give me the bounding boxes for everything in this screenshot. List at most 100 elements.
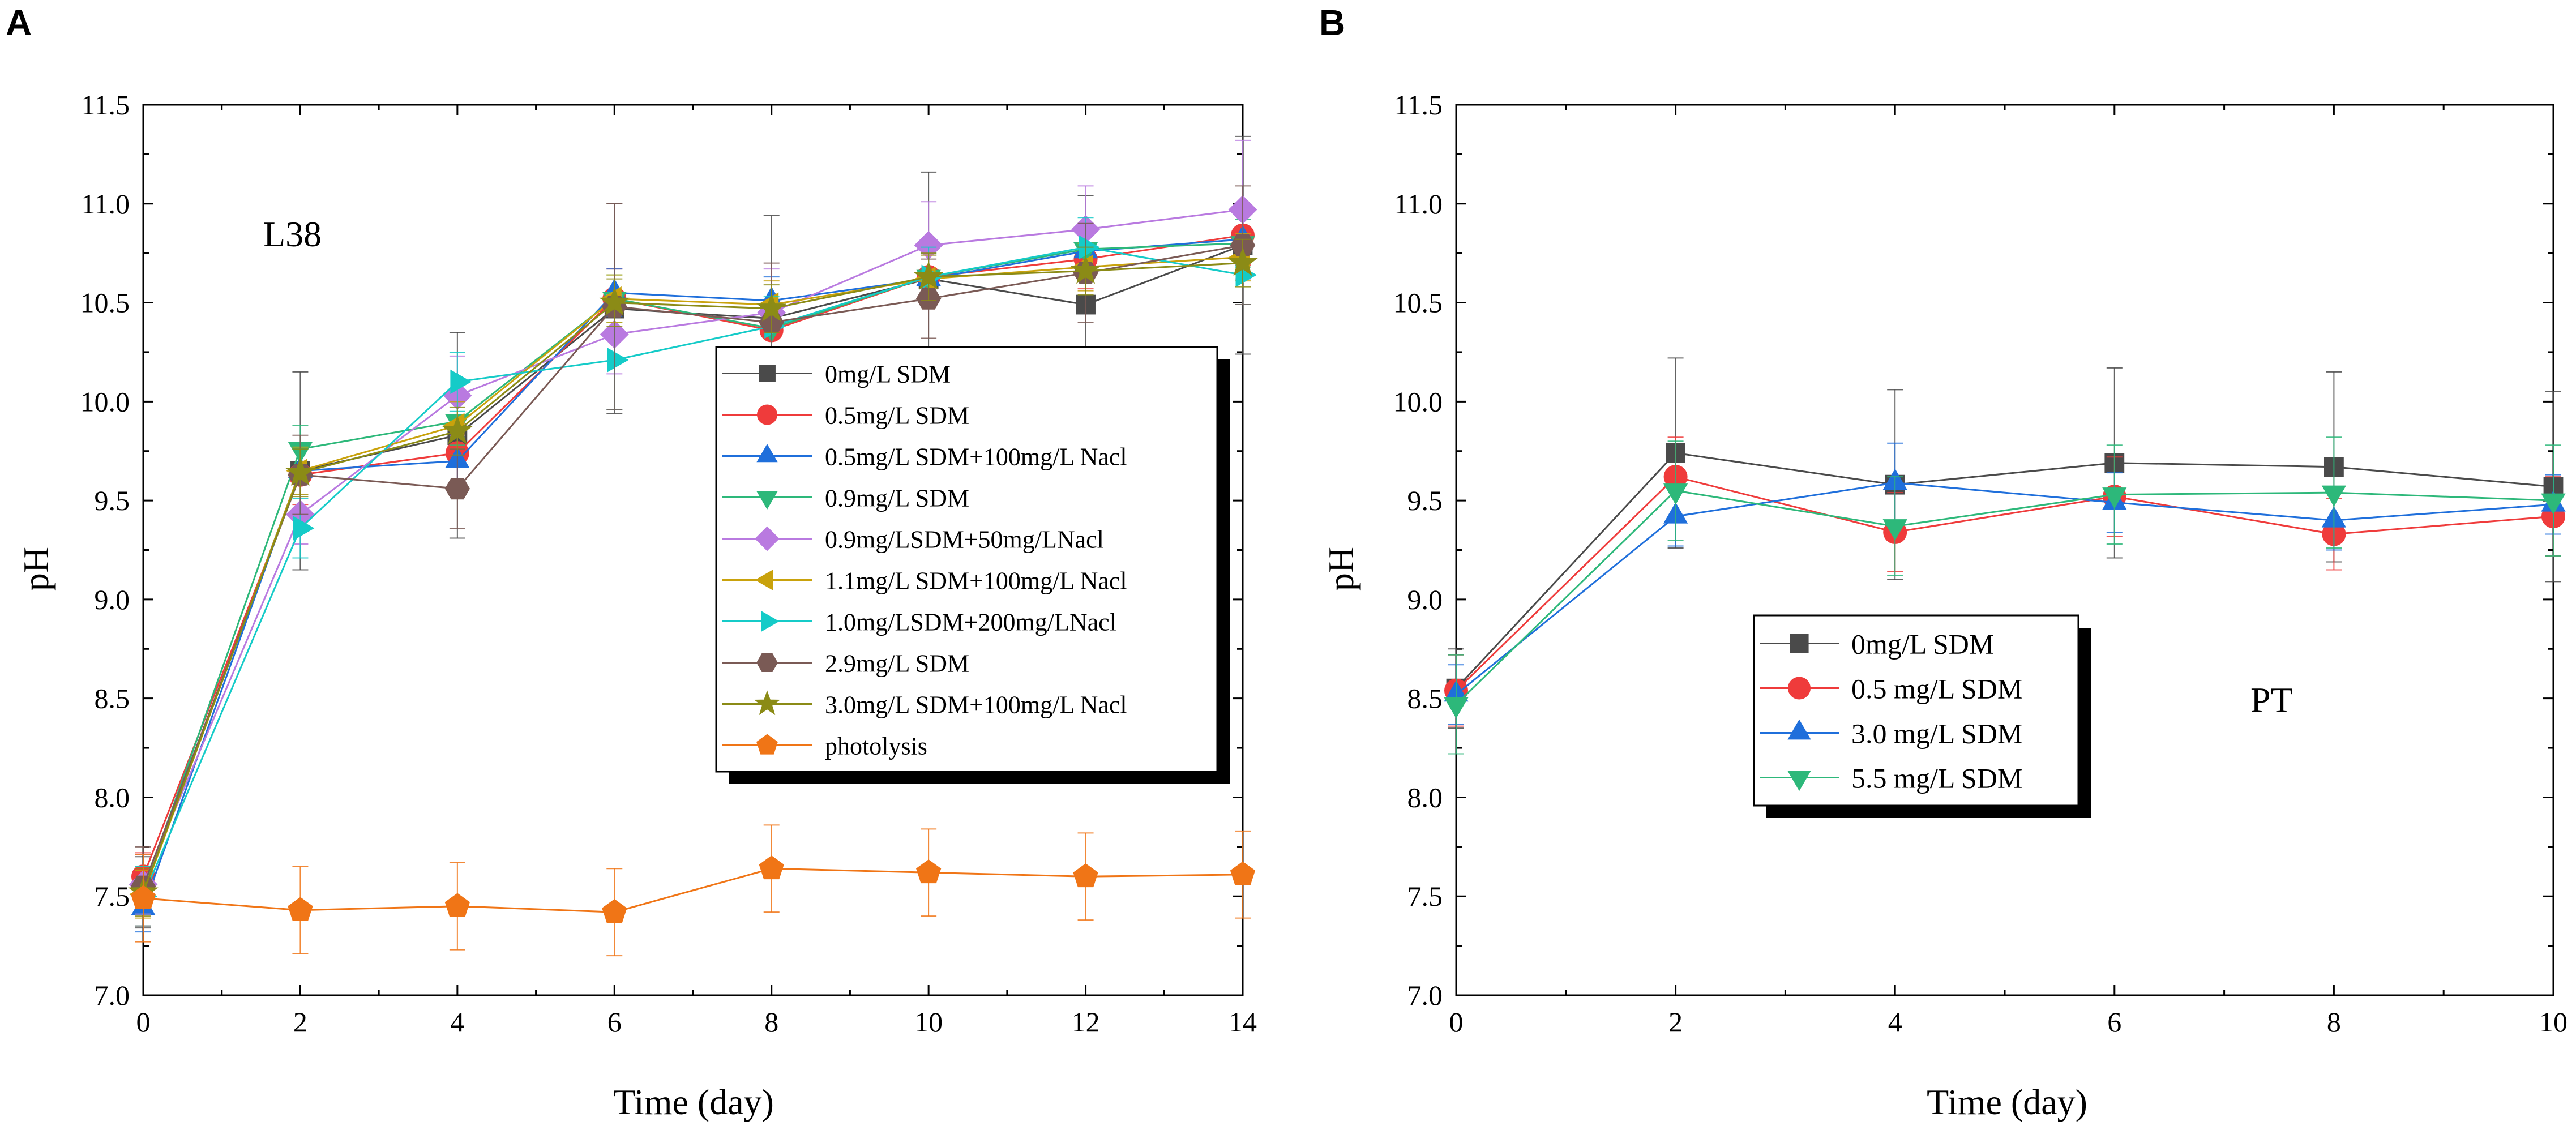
panel-a-legend-item-0-5mg-l-sdm-100mg-l-nacl-marker (756, 443, 778, 463)
panel-a-legend-item-0mg-l-sdm: 0mg/L SDM (722, 360, 951, 388)
panel-b-series-0mg-l-sdm-line (1455, 452, 2554, 690)
panel-b-series-5-5-mg-l-sdm-point (1882, 519, 1907, 541)
panel-a-legend-item-1-0mg-lsdm-200mg-lnacl-label: 1.0mg/LSDM+200mg/LNacl (825, 608, 1116, 636)
panel-a-series-photolysis-point (444, 893, 470, 917)
panel-b-series-5-5-mg-l-sdm (1444, 436, 2566, 755)
panel-a-xtick-label: 8 (764, 1006, 778, 1038)
panel-a-legend-item-0-5mg-l-sdm-100mg-l-nacl-label: 0.5mg/L SDM+100mg/L Nacl (825, 443, 1127, 470)
panel-a-legend-item-0-5mg-l-sdm-100mg-l-nacl: 0.5mg/L SDM+100mg/L Nacl (722, 443, 1127, 470)
panel-a-legend-box (715, 346, 1218, 773)
panel-a-legend-item-3-0mg-l-sdm-100mg-l-nacl-marker (754, 690, 781, 716)
panel-a-series-3-0mg-l-sdm-100mg-l-nacl-point (756, 292, 787, 322)
panel-a-ytick-label: 8.5 (95, 683, 130, 714)
panel-b-legend-item-3-0-mg-l-sdm-label: 3.0 mg/L SDM (1851, 718, 2022, 750)
panel-b-legend-item-0mg-l-sdm: 0mg/L SDM (1760, 628, 1994, 660)
panel-b-xtick-label: 8 (2327, 1006, 2341, 1038)
panel-b-xlabel: Time (day) (1927, 1082, 2087, 1122)
panel-b-legend-item-0mg-l-sdm-marker (1790, 634, 1809, 653)
panel-letter-b: B (1319, 2, 1345, 43)
panel-a-legend-item-1-1mg-l-sdm-100mg-l-nacl-marker (755, 569, 773, 591)
panel-b-legend-item-0-5-mg-l-sdm-label: 0.5 mg/L SDM (1851, 673, 2022, 705)
panel-letter-a: A (6, 2, 32, 43)
panel-b-ytick-label: 9.0 (1407, 584, 1443, 615)
panel-b-legend-item-0-5-mg-l-sdm: 0.5 mg/L SDM (1760, 673, 2022, 705)
panel-b-legend-item-5-5-mg-l-sdm-label: 5.5 mg/L SDM (1851, 763, 2022, 794)
panel-a-xtick-label: 0 (136, 1006, 151, 1038)
panel-b-legend-item-5-5-mg-l-sdm-marker (1787, 771, 1811, 791)
panel-a-series-3-0mg-l-sdm-100mg-l-nacl-point (1227, 247, 1258, 276)
panel-b-xtick-label: 2 (1668, 1006, 1683, 1038)
panel-b-legend-item-3-0-mg-l-sdm: 3.0 mg/L SDM (1760, 718, 2022, 750)
panel-a-ytick-label: 9.5 (95, 485, 130, 516)
panel-a-ytick-label: 8.0 (95, 781, 130, 813)
panel-b-ytick-label: 10.5 (1393, 287, 1443, 319)
panel-b-legend-item-0mg-l-sdm-label: 0mg/L SDM (1851, 628, 1994, 660)
panel-a-series-photolysis-point (1230, 861, 1256, 885)
panel-a-series-photolysis-point (1073, 863, 1098, 888)
panel-b-series-5-5-mg-l-sdm-point (2321, 485, 2347, 507)
panel-b-ytick-label: 9.5 (1407, 485, 1443, 516)
panel-a-ylabel: pH (16, 547, 56, 591)
panel-a-series-photolysis-line (143, 867, 1243, 913)
panel-b-series-0-5-mg-l-sdm-line (1455, 476, 2554, 691)
panel-a-series-photolysis (130, 824, 1256, 957)
panel-b-xtick-label: 0 (1449, 1006, 1464, 1038)
panel-b-ytick-label: 7.5 (1407, 880, 1443, 912)
panel-a-series-3-0mg-l-sdm-100mg-l-nacl-point (442, 415, 473, 444)
panel-a-legend-item-0-9mg-l-sdm: 0.9mg/L SDM (722, 484, 969, 512)
panel-b-legend-item-5-5-mg-l-sdm: 5.5 mg/L SDM (1760, 763, 2022, 794)
panel-b-series-5-5-mg-l-sdm-point (2102, 487, 2127, 509)
panel-b-xtick-label: 6 (2107, 1006, 2121, 1038)
panel-a-series-photolysis-point (602, 898, 627, 923)
panel-b-legend-item-3-0-mg-l-sdm-marker (1787, 719, 1811, 740)
panel-a-legend-item-0-9mg-lsdm-50mg-lnacl: 0.9mg/LSDM+50mg/LNacl (722, 525, 1104, 553)
panel-a-series-3-0mg-l-sdm-100mg-l-nacl-point (599, 286, 630, 316)
panel-a-series-photolysis-point (288, 897, 313, 921)
panel-a-series-0-9mg-lsdm-50mg-lnacl-point (914, 230, 943, 260)
panel-a-ytick-label: 10.0 (80, 386, 130, 417)
panel-a-series-3-0mg-l-sdm-100mg-l-nacl-line (142, 262, 1243, 893)
panel-b-xtick-label: 4 (1888, 1006, 1902, 1038)
panel-a-legend-item-1-1mg-l-sdm-100mg-l-nacl-label: 1.1mg/L SDM+100mg/L Nacl (825, 567, 1127, 594)
panel-a-series-0-9mg-l-sdm-line (142, 242, 1243, 891)
panel-a-legend-item-3-0mg-l-sdm-100mg-l-nacl-label: 3.0mg/L SDM+100mg/L Nacl (825, 691, 1127, 718)
panel-a-legend-item-photolysis-marker (756, 734, 778, 755)
panel-a-legend-item-0-9mg-l-sdm-marker (756, 491, 778, 510)
panel-a-xtick-label: 12 (1072, 1006, 1100, 1038)
panel-a-xlabel: Time (day) (613, 1082, 774, 1122)
panel-b-series-5-5-mg-l-sdm-point (1663, 483, 1688, 505)
panel-a-legend-item-0-9mg-l-sdm-label: 0.9mg/L SDM (825, 484, 969, 512)
panel-a-xtick-label: 6 (607, 1006, 622, 1038)
panel-b-ylabel: pH (1321, 547, 1361, 591)
panel-b-ytick-label: 7.0 (1407, 979, 1443, 1011)
panel-a-series-photolysis-point (759, 855, 784, 880)
panel-b-series-5-5-mg-l-sdm-point (1444, 697, 1469, 719)
panel-a-legend-item-0-9mg-lsdm-50mg-lnacl-marker (755, 526, 780, 551)
panel-b-xtick-label: 10 (2539, 1006, 2568, 1038)
panel-a-legend-item-0-5mg-l-sdm-marker (757, 404, 777, 425)
panel-a-series-2-9mg-l-sdm-line (142, 244, 1243, 887)
panel-a-legend-item-0-5mg-l-sdm-label: 0.5mg/L SDM (825, 401, 969, 429)
panel-a-series-0-9mg-lsdm-50mg-lnacl-line (142, 208, 1243, 885)
panel-a-legend-item-0-5mg-l-sdm: 0.5mg/L SDM (722, 401, 969, 429)
panel-b-series-5-5-mg-l-sdm-line (1455, 489, 2554, 705)
panel-a-series-2-9mg-l-sdm-point (444, 478, 470, 500)
panel-a-legend-item-1-0mg-lsdm-200mg-lnacl: 1.0mg/LSDM+200mg/LNacl (722, 608, 1116, 636)
panel-b-ytick-label: 11.5 (1394, 89, 1443, 121)
panel-a-series-3-0mg-l-sdm-100mg-l-nacl-point (1070, 255, 1101, 284)
panel-a-series-3-0mg-l-sdm-100mg-l-nacl-point (285, 457, 316, 486)
panel-a-legend-item-2-9mg-l-sdm-marker (756, 653, 778, 672)
panel-a-legend-item-photolysis-label: photolysis (825, 732, 927, 760)
panel-b-annotation: PT (2250, 680, 2293, 720)
panel-a-legend-item-2-9mg-l-sdm-label: 2.9mg/L SDM (825, 649, 969, 677)
panel-a-legend-item-2-9mg-l-sdm: 2.9mg/L SDM (722, 649, 969, 677)
panel-a-legend-item-0-9mg-lsdm-50mg-lnacl-label: 0.9mg/LSDM+50mg/LNacl (825, 525, 1104, 553)
panel-a-legend-item-3-0mg-l-sdm-100mg-l-nacl: 3.0mg/L SDM+100mg/L Nacl (722, 690, 1127, 718)
panel-a-xtick-label: 4 (450, 1006, 464, 1038)
panel-a-legend-item-0mg-l-sdm-label: 0mg/L SDM (825, 360, 951, 388)
panel-a-ytick-label: 11.0 (81, 188, 130, 220)
panel-a-ytick-label: 9.0 (95, 584, 130, 615)
panel-a-chart: 7.0 7.5 8.0 8.5 9.0 9.5 10.0 10.5 11.0 11.5 0 2 4 6 8 1… (80, 89, 1258, 1038)
panel-a-annotation: L38 (263, 214, 322, 254)
